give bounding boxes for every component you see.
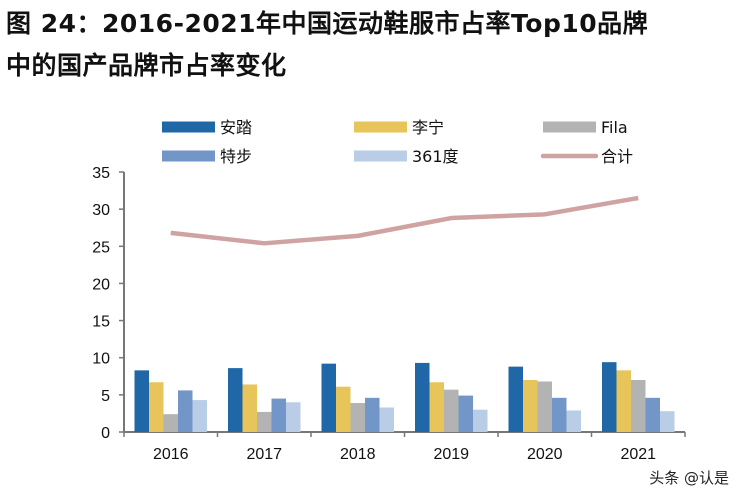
chart-title-line1: 图 24：2016-2021年中国运动鞋服市占率Top10品牌 [6, 9, 649, 38]
bar-361度-2020 [566, 410, 581, 432]
bar-361度-2016 [192, 400, 207, 432]
bar-李宁-2017 [242, 384, 257, 432]
chart-title-line2: 中的国产品牌市占率变化 [6, 51, 287, 80]
bar-安踏-2018 [321, 363, 336, 432]
bar-安踏-2016 [134, 370, 149, 432]
bar-361度-2018 [379, 407, 394, 432]
x-tick-label: 2017 [246, 446, 282, 463]
legend-label: 安踏 [220, 118, 252, 137]
bar-安踏-2021 [602, 362, 617, 432]
bar-李宁-2021 [616, 370, 631, 432]
bar-特步-2019 [458, 395, 473, 432]
bar-特步-2017 [271, 398, 286, 432]
legend-label: Fila [601, 118, 628, 137]
bar-Fila-2017 [257, 411, 272, 432]
bar-361度-2019 [473, 409, 488, 432]
x-tick-label: 2016 [153, 446, 189, 463]
x-tick-label: 2020 [527, 446, 563, 463]
bar-特步-2016 [178, 390, 193, 432]
legend-label: 合计 [601, 147, 633, 166]
bar-Fila-2016 [163, 414, 178, 432]
y-tick-label: 20 [92, 276, 110, 293]
bar-Fila-2019 [444, 389, 459, 432]
legend-swatch [354, 150, 407, 162]
legend-label: 李宁 [412, 118, 444, 137]
x-tick-label: 2019 [433, 446, 469, 463]
bar-安踏-2019 [415, 362, 430, 432]
bar-安踏-2020 [508, 366, 523, 432]
legend-label: 361度 [412, 147, 459, 166]
y-tick-label: 35 [92, 165, 110, 182]
bar-李宁-2016 [149, 382, 164, 432]
y-tick-label: 10 [92, 351, 110, 368]
bar-Fila-2018 [350, 403, 365, 432]
y-tick-label: 30 [92, 202, 110, 219]
legend-swatch [543, 121, 596, 133]
y-tick-label: 0 [101, 425, 110, 442]
legend-swatch [162, 121, 215, 133]
legend-swatch [354, 121, 407, 133]
bar-Fila-2020 [537, 381, 552, 432]
bar-特步-2020 [552, 397, 567, 432]
y-tick-label: 15 [92, 314, 110, 331]
x-tick-label: 2018 [340, 446, 376, 463]
bar-361度-2017 [286, 402, 301, 432]
watermark: 头条 @认是 [649, 469, 729, 487]
y-tick-label: 25 [92, 239, 110, 256]
bar-安踏-2017 [228, 368, 243, 432]
bar-Fila-2021 [631, 380, 646, 432]
x-tick-label: 2021 [620, 446, 656, 463]
bar-特步-2018 [365, 397, 380, 432]
line-series-total [170, 195, 639, 246]
legend-label: 特步 [220, 147, 252, 166]
bar-李宁-2020 [523, 380, 538, 432]
bar-李宁-2019 [429, 382, 444, 432]
y-tick-label: 5 [101, 388, 110, 405]
bar-特步-2021 [645, 397, 660, 432]
legend-swatch [162, 150, 215, 162]
bar-李宁-2018 [336, 386, 351, 432]
bar-361度-2021 [660, 411, 675, 432]
